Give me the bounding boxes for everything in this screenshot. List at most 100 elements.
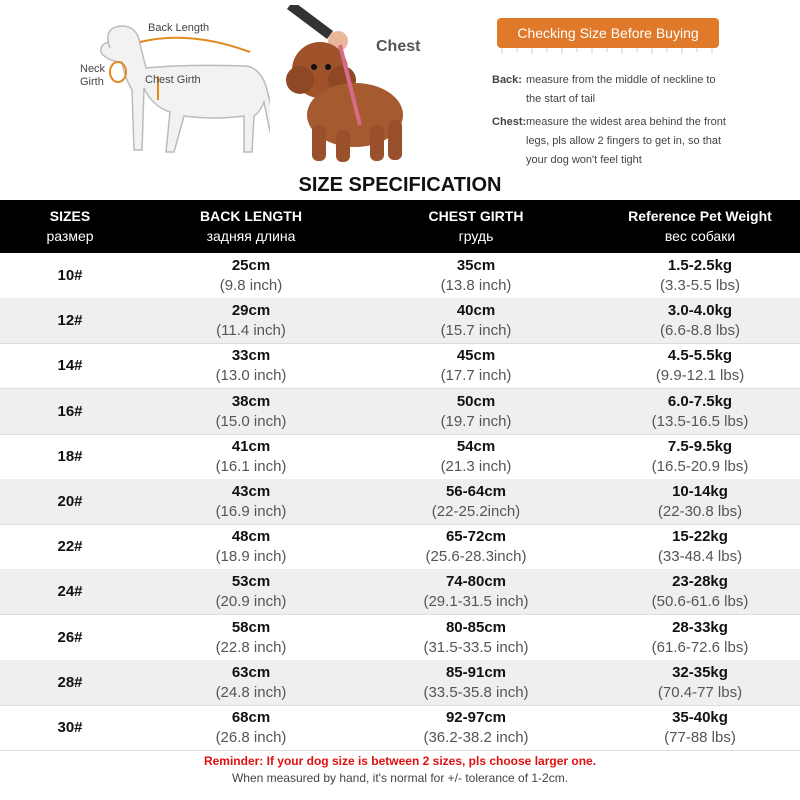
value-cell: 68cm (26.8 inch) [136, 708, 366, 748]
reminder: Reminder: If your dog size is between 2 … [203, 754, 597, 768]
header-subtitle: размер [46, 228, 94, 244]
guide-text: measure from the middle of neckline to t… [526, 74, 716, 105]
value-sub: (9.9-12.1 lbs) [655, 367, 745, 385]
guide-label: Back: [492, 74, 522, 86]
size-cell: 28# [57, 673, 83, 691]
table-row: 28# 63cm (24.8 inch) 85-91cm (33.5-35.8 inch… [0, 659, 800, 706]
header-cell: BACK LENGTH задняя длина [136, 200, 366, 244]
value-sub: (13.0 inch) [215, 367, 287, 385]
value-main: 63cm [231, 663, 271, 681]
guide-text: measure the widest area behind the front… [526, 116, 726, 166]
value-main: 38cm [231, 392, 271, 410]
value-sub: (9.8 inch) [219, 277, 283, 294]
value-sub: (13.5-16.5 lbs) [651, 412, 749, 430]
value-main: 28-33kg [672, 618, 728, 636]
photo-label: Chest [376, 38, 421, 55]
size-cell: 16# [57, 402, 83, 420]
header-title: BACK LENGTH [200, 208, 302, 224]
value-cell: 38cm (15.0 inch) [136, 392, 366, 432]
value-sub: (21.3 inch) [440, 457, 512, 475]
value-main: 40cm [456, 302, 496, 320]
table-title: SIZE SPECIFICATION [298, 174, 502, 196]
value-sub: (70.4-77 lbs) [657, 683, 743, 701]
header-cell: SIZES размер [0, 200, 185, 244]
value-sub: (19.7 inch) [440, 412, 512, 430]
value-sub: (33-48.4 lbs) [657, 548, 743, 566]
guide-banner: Checking Size Before Buying [497, 18, 719, 48]
value-cell: 33cm (13.0 inch) [136, 346, 366, 386]
value-cell: 63cm (24.8 inch) [136, 663, 366, 703]
value-sub: (61.6-72.6 lbs) [651, 638, 749, 656]
value-main: 1.5-2.5kg [667, 257, 733, 274]
dog-diagram [100, 25, 270, 153]
value-main: 35cm [456, 257, 496, 274]
value-sub: (15.0 inch) [215, 412, 287, 430]
ruler [501, 48, 713, 54]
value-main: 54cm [456, 437, 496, 455]
value-cell: 25cm (9.8 inch) [136, 256, 366, 296]
table-row: 18# 41cm (16.1 inch) 54cm (21.3 inch) 7.5-9.5… [0, 434, 800, 480]
size-cell: 14# [57, 357, 83, 375]
guide-item: Chest: measure the widest area behind the… [492, 113, 762, 170]
table-row: 22# 48cm (18.9 inch) 65-72cm (25.6-28.3inch)… [0, 524, 800, 571]
diagram-label: Chest Girth [145, 74, 201, 86]
table-row: 24# 53cm (20.9 inch) 74-80cm (29.1-31.5 inch… [0, 569, 800, 616]
value-main: 3.0-4.0kg [667, 302, 733, 320]
value-sub: (25.6-28.3inch) [425, 548, 527, 566]
value-sub: (29.1-31.5 inch) [423, 593, 529, 611]
value-cell: 43cm (16.9 inch) [136, 482, 366, 522]
header-cell: Reference Pet Weight вес собаки [585, 200, 800, 244]
value-sub: (3.3-5.5 lbs) [659, 277, 741, 294]
value-sub: (15.7 inch) [440, 322, 512, 340]
value-cell: 74-80cm (29.1-31.5 inch) [361, 572, 591, 612]
table-header: SIZES размер BACK LENGTH задняя длина CHEST … [0, 200, 800, 253]
value-sub: (36.2-38.2 inch) [423, 729, 529, 746]
value-cell: 7.5-9.5kg (16.5-20.9 lbs) [585, 437, 800, 477]
value-sub: (17.7 inch) [440, 367, 512, 385]
value-sub: (6.6-8.8 lbs) [659, 322, 741, 340]
value-cell: 48cm (18.9 inch) [136, 527, 366, 567]
value-cell: 10-14kg (22-30.8 lbs) [585, 482, 800, 522]
value-main: 15-22kg [672, 528, 728, 546]
diagram-label: Back Length [148, 22, 210, 34]
value-sub: (31.5-33.5 inch) [423, 638, 529, 656]
value-sub: (11.4 inch) [216, 322, 286, 340]
value-cell: 6.0-7.5kg (13.5-16.5 lbs) [585, 392, 800, 432]
size-cell: 12# [57, 312, 83, 330]
value-main: 85-91cm [445, 663, 507, 681]
table-row: 14# 33cm (13.0 inch) 45cm (17.7 inch) 4.5-5.5… [0, 343, 800, 390]
value-main: 4.5-5.5kg [667, 347, 733, 365]
value-cell: 54cm (21.3 inch) [361, 437, 591, 477]
value-sub: (18.9 inch) [215, 548, 287, 566]
value-cell: 35cm (13.8 inch) [361, 256, 591, 296]
size-cell: 30# [57, 719, 83, 736]
value-main: 53cm [231, 573, 271, 591]
value-cell: 40cm (15.7 inch) [361, 301, 591, 341]
value-sub: (22-30.8 lbs) [657, 503, 743, 520]
value-sub: (16.9 inch) [215, 503, 287, 520]
value-main: 41cm [231, 437, 271, 455]
diagram-label: Neck Girth [80, 63, 106, 88]
value-sub: (77-88 lbs) [664, 729, 736, 746]
value-main: 33cm [231, 347, 271, 365]
header-title: Reference Pet Weight [628, 208, 772, 224]
value-sub: (13.8 inch) [440, 277, 512, 294]
value-main: 48cm [231, 528, 271, 546]
size-cell: 18# [57, 447, 83, 465]
header-title: CHEST GIRTH [428, 208, 524, 224]
dog-photo [286, 5, 403, 162]
value-cell: 50cm (19.7 inch) [361, 392, 591, 432]
value-cell: 32-35kg (70.4-77 lbs) [585, 663, 800, 703]
value-cell: 23-28kg (50.6-61.6 lbs) [585, 572, 800, 612]
value-cell: 92-97cm (36.2-38.2 inch) [361, 708, 591, 748]
value-main: 50cm [456, 392, 496, 410]
value-sub: (22.8 inch) [215, 638, 287, 656]
value-cell: 4.5-5.5kg (9.9-12.1 lbs) [585, 346, 800, 386]
value-cell: 85-91cm (33.5-35.8 inch) [361, 663, 591, 703]
value-cell: 3.0-4.0kg (6.6-8.8 lbs) [585, 301, 800, 341]
value-sub: (26.8 inch) [215, 729, 287, 746]
value-main: 43cm [231, 483, 271, 500]
value-cell: 58cm (22.8 inch) [136, 618, 366, 658]
value-main: 45cm [456, 347, 496, 365]
